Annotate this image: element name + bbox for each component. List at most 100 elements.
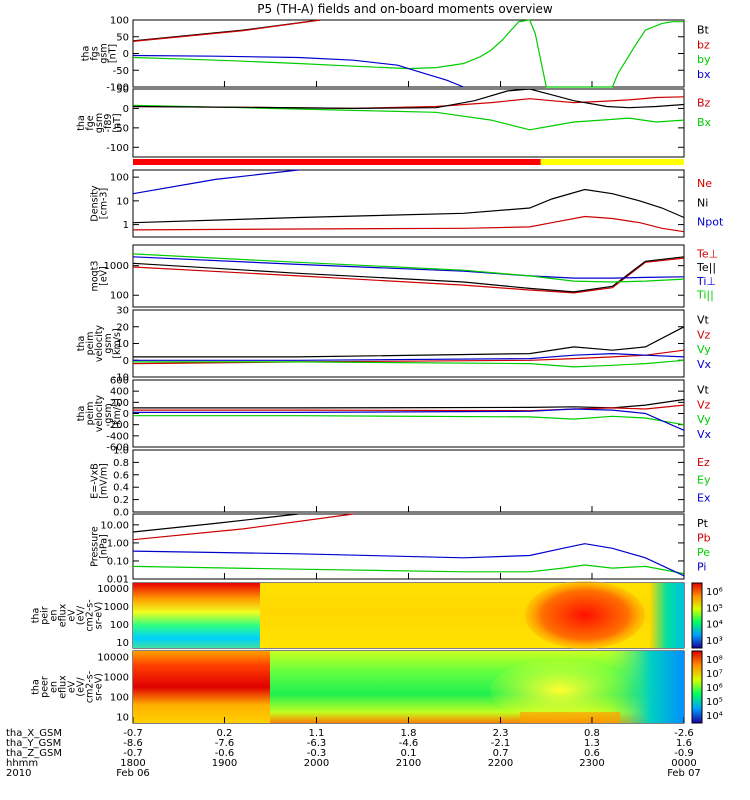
x-axis-value: 0.1	[401, 748, 417, 759]
y-axis-label: eV	[67, 680, 78, 693]
y-tick-label: 10000	[97, 584, 129, 595]
colorbar-ion	[691, 582, 703, 649]
legend-entry: Ti⊥	[696, 275, 716, 288]
x-axis-row-label: hhmm	[6, 758, 38, 769]
y-tick-label: 10	[116, 713, 129, 724]
series-line-Vy	[133, 359, 685, 368]
legend-entry: Ex	[697, 491, 711, 504]
y-axis-label: sr-eV)	[94, 602, 105, 630]
x-axis-value: -0.6	[215, 748, 235, 759]
x-axis-row-label: tha_X_GSM	[6, 728, 62, 739]
legend-entry: Vt	[697, 313, 710, 326]
y-tick-label: 20	[116, 322, 129, 333]
panel-frame	[132, 19, 685, 88]
x-axis-value: -8.6	[123, 738, 143, 749]
x-axis-value: -7.6	[215, 738, 235, 749]
series-line-Ti||	[132, 253, 685, 283]
y-axis-label: en	[49, 681, 60, 693]
y-axis-label: (eV/	[76, 677, 87, 697]
y-axis-label: Pressure	[90, 526, 101, 567]
legend-entry: Pi	[697, 560, 706, 573]
x-axis-value: -0.3	[307, 748, 327, 759]
ion-energy-flux-spectrogram	[133, 581, 684, 649]
y-tick-label: 1.00	[107, 538, 129, 549]
x-axis-row-label: 2010	[6, 768, 31, 779]
data-quality-bar	[540, 159, 684, 165]
y-axis-label: peer	[40, 676, 51, 698]
legend-entry: Vy	[697, 413, 711, 426]
y-tick-label: -600	[106, 443, 129, 454]
y-axis-label: peim	[85, 332, 96, 356]
series-line-Vt	[133, 326, 685, 358]
y-axis-label: gsm	[103, 403, 114, 423]
y-axis-label: [nT]	[112, 113, 123, 132]
y-tick-label: -400	[106, 431, 129, 442]
panel-frame	[132, 244, 685, 308]
y-tick-label: 50	[116, 85, 129, 96]
y-tick-label: -100	[106, 143, 129, 154]
legend-entry: bx	[697, 68, 711, 81]
y-axis-label: [cm-3]	[99, 188, 110, 219]
legend-entry: Vz	[697, 328, 711, 341]
legend-entry: Bx	[697, 116, 712, 129]
series-line-Ti⊥	[132, 256, 685, 279]
y-axis-label: E=-VxB	[90, 463, 101, 498]
x-axis-value: 1.6	[676, 738, 692, 749]
y-tick-label: 100	[110, 173, 129, 184]
y-axis-label: velocity	[94, 325, 105, 363]
y-axis-label: fge	[85, 115, 96, 130]
y-tick-label: -200	[106, 420, 129, 431]
y-axis-label: [nPa]	[99, 534, 110, 559]
y-tick-label: 0	[123, 49, 129, 60]
x-axis-value: 2000	[304, 758, 329, 769]
legend-entry: Pe	[697, 546, 710, 559]
y-axis-label: gsm	[103, 333, 114, 353]
panel-frame	[132, 309, 685, 378]
x-axis-value: 1900	[212, 758, 237, 769]
y-axis-label: eV	[67, 609, 78, 622]
y-axis-label: velocity	[94, 395, 105, 433]
x-axis-value: Feb 07	[667, 768, 701, 779]
series-line-Te||	[132, 256, 685, 293]
y-axis-label: sr-eV)	[94, 673, 105, 701]
legend-entry: Ne	[697, 177, 712, 190]
y-tick-label: 0.01	[107, 575, 129, 586]
series-line-by	[132, 19, 684, 88]
y-tick-label: 600	[110, 376, 129, 387]
y-axis-label: tha	[76, 406, 87, 422]
colorbars	[691, 582, 703, 724]
legend-entry: Npot	[697, 216, 724, 229]
y-tick-label: 0.10	[107, 556, 129, 567]
y-tick-label: 0.4	[113, 483, 129, 494]
x-axis-value: 0.8	[584, 728, 600, 739]
y-axis-label: eflux	[58, 603, 69, 627]
y-axis-label: Density	[90, 185, 101, 221]
legend-entry: Ni	[697, 196, 708, 209]
colorbar-tick-label: 10⁴	[706, 620, 723, 631]
y-axis-label: tha	[76, 336, 87, 352]
series-line-bz	[132, 19, 321, 42]
x-axis-value: -2.6	[674, 728, 694, 739]
y-axis-label: tha	[31, 679, 42, 695]
legend-entry: Pt	[697, 517, 709, 530]
x-axis-value: 1.1	[309, 728, 325, 739]
y-tick-label: 30	[116, 306, 129, 317]
y-tick-label: 10000	[97, 653, 129, 664]
x-axis-row-label: tha_Y_GSM	[6, 738, 61, 749]
y-tick-label: 100	[110, 16, 129, 27]
legend-entry: Te⊥	[696, 247, 718, 260]
x-axis-row-label: tha_Z_GSM	[6, 748, 62, 759]
y-tick-label: 0.0	[113, 508, 129, 519]
series-line-Pt	[132, 513, 299, 533]
colorbar-tick-label: 10⁸	[706, 655, 723, 666]
y-axis-label: [km/s]	[112, 328, 123, 358]
legend-entry: Vx	[697, 428, 712, 441]
y-axis-label: en	[49, 610, 60, 622]
legend-entry: Vx	[697, 358, 712, 371]
